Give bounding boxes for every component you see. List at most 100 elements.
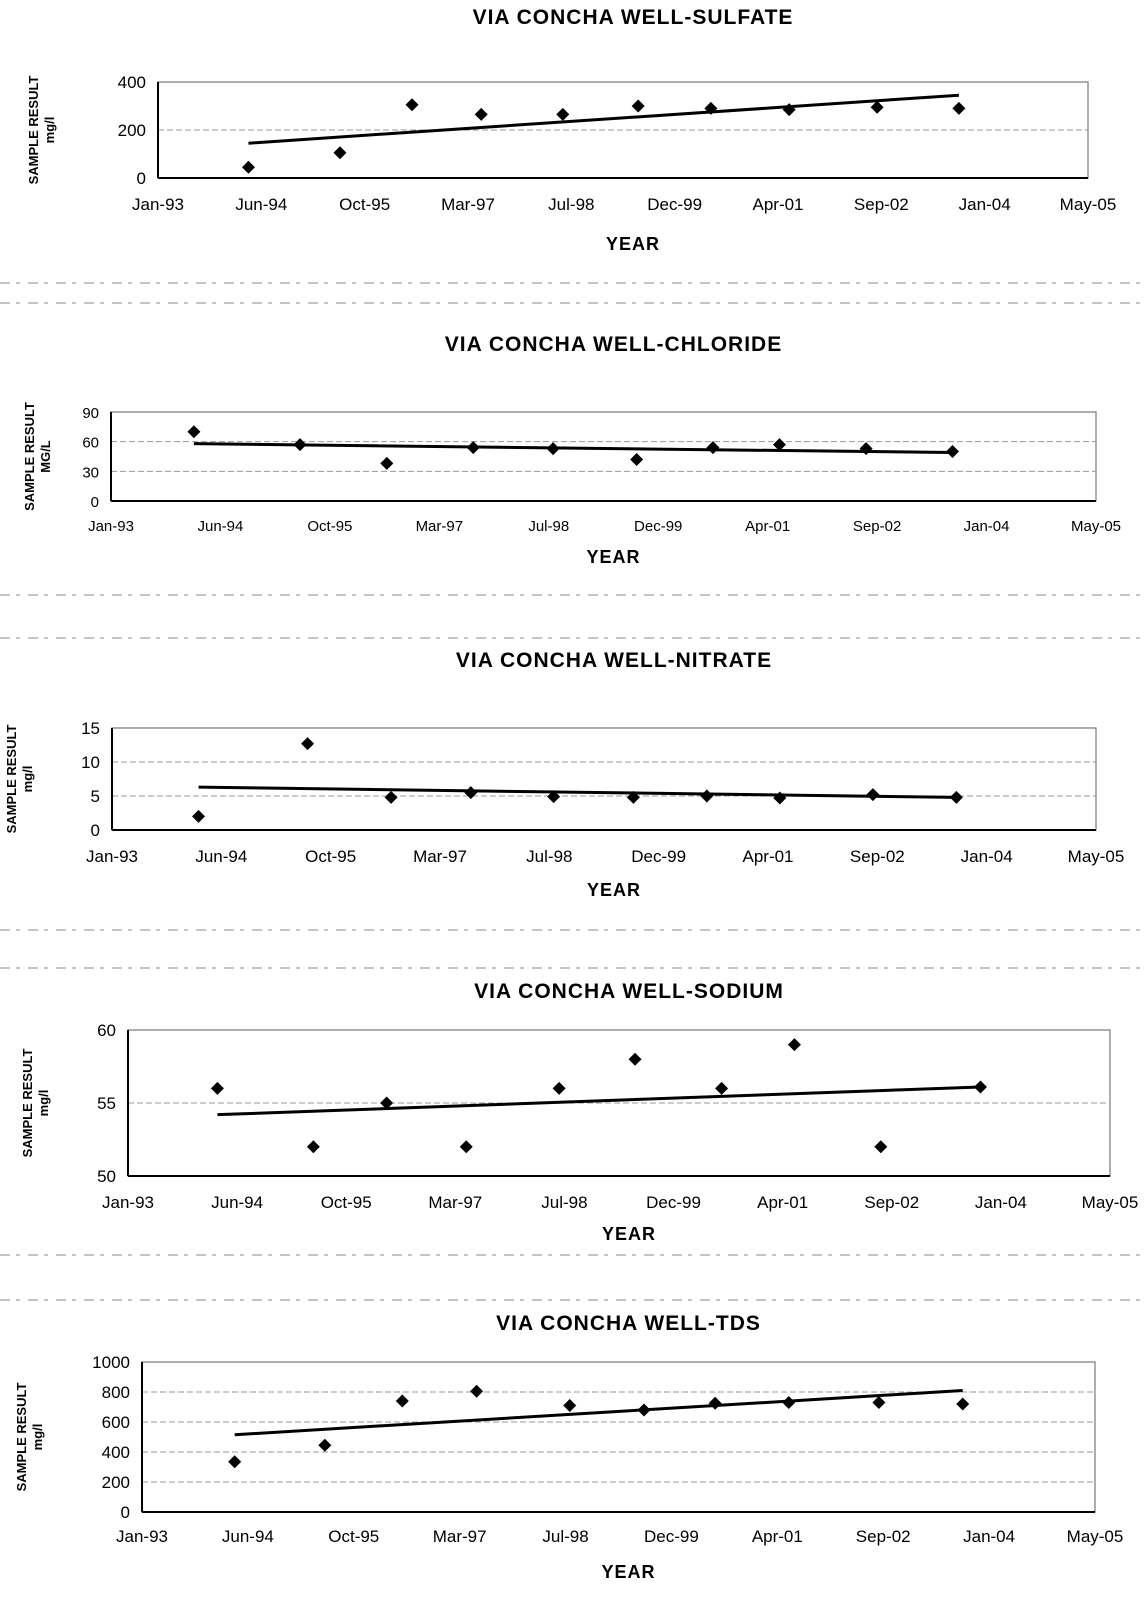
data-point xyxy=(772,438,786,452)
y-axis-label: SAMPLE RESULTmg/l xyxy=(14,1383,45,1492)
x-tick-label: May-05 xyxy=(1067,1527,1124,1546)
data-point xyxy=(395,1394,409,1408)
x-tick-label: Dec-99 xyxy=(646,1193,701,1212)
data-point xyxy=(628,1052,642,1066)
x-tick-label: Sep-02 xyxy=(856,1527,911,1546)
y-tick-label: 60 xyxy=(97,1021,116,1040)
data-point xyxy=(241,160,255,174)
data-point xyxy=(626,790,640,804)
chart-title: VIA CONCHA WELL-NITRATE xyxy=(456,649,772,672)
x-tick-label: Jun-94 xyxy=(222,1527,274,1546)
data-point xyxy=(192,809,206,823)
plot-area xyxy=(110,411,1097,502)
x-tick-label: Jan-93 xyxy=(102,1193,154,1212)
y-tick-label: 200 xyxy=(102,1473,130,1492)
trendline xyxy=(217,1085,981,1117)
data-point xyxy=(637,1403,651,1417)
x-tick-label: Jan-93 xyxy=(116,1527,168,1546)
data-point xyxy=(563,1399,577,1412)
x-tick-label: Oct-95 xyxy=(321,1193,372,1212)
chart-3: 0 5 10 15 Jan-93 Jun-94 Oct-95 Mar-97 Jul-98 Dec-… xyxy=(4,649,1124,900)
x-tick-label: Sep-02 xyxy=(854,195,909,214)
x-tick-label: Jan-04 xyxy=(959,195,1011,214)
data-point xyxy=(973,1080,987,1094)
data-point xyxy=(708,1396,722,1410)
x-tick-label: Apr-01 xyxy=(745,518,790,535)
data-point xyxy=(474,107,488,121)
data-point xyxy=(187,425,201,439)
data-point xyxy=(405,98,419,112)
y-tick-label: 50 xyxy=(97,1167,116,1186)
x-tick-label: May-05 xyxy=(1068,847,1125,866)
x-tick-label: Sep-02 xyxy=(853,518,901,535)
x-tick-label: Mar-97 xyxy=(433,1527,487,1546)
x-tick-label: Apr-01 xyxy=(742,847,793,866)
data-point xyxy=(631,99,645,113)
chart-4: 50 55 60 Jan-93 Jun-94 Oct-95 Mar-97 Jul-98 Dec-… xyxy=(20,980,1138,1244)
y-tick-label: 90 xyxy=(82,405,99,422)
y-tick-label: 1000 xyxy=(92,1353,130,1372)
x-tick-label: Jul-98 xyxy=(526,847,572,866)
x-tick-label: Mar-97 xyxy=(441,195,495,214)
plot-area xyxy=(141,1361,1096,1513)
trendline xyxy=(193,442,953,455)
data-point xyxy=(956,1397,970,1411)
data-point xyxy=(333,146,347,160)
x-tick-label: Apr-01 xyxy=(752,195,803,214)
data-point xyxy=(946,445,960,459)
data-point xyxy=(380,1096,394,1110)
data-point xyxy=(630,452,644,466)
x-tick-label: Sep-02 xyxy=(864,1193,919,1212)
x-tick-label: Dec-99 xyxy=(634,518,682,535)
data-point xyxy=(301,737,315,751)
trendline xyxy=(248,93,960,145)
y-axis-label: SAMPLE RESULTMG/L xyxy=(22,402,53,511)
x-tick-label: Jun-94 xyxy=(235,195,287,214)
x-tick-label: Jun-94 xyxy=(211,1193,263,1212)
data-point xyxy=(552,1081,566,1095)
x-tick-label: Jan-04 xyxy=(961,847,1013,866)
data-point xyxy=(459,1140,473,1154)
chart-2: 0 30 60 90 Jan-93 Jun-94 Oct-95 Mar-97 Jul-98 Dec… xyxy=(22,333,1121,567)
x-tick-label: Jul-98 xyxy=(548,195,594,214)
data-point xyxy=(773,791,787,805)
x-tick-label: Dec-99 xyxy=(644,1527,699,1546)
x-tick-label: Jul-98 xyxy=(542,1527,588,1546)
x-tick-label: May-05 xyxy=(1060,195,1117,214)
chart-5: 0 200 400 600 800 1000 Jan-93 Jun-94 Oct-95 Mar-9… xyxy=(14,1312,1123,1582)
x-tick-label: Jan-93 xyxy=(86,847,138,866)
x-tick-label: Oct-95 xyxy=(307,518,352,535)
data-point xyxy=(866,788,880,802)
data-point xyxy=(715,1081,729,1095)
data-point xyxy=(318,1438,332,1452)
data-point xyxy=(782,103,796,117)
data-point xyxy=(859,442,873,456)
data-point xyxy=(872,1396,886,1409)
x-axis-label: YEAR xyxy=(587,880,641,900)
data-point xyxy=(787,1038,801,1052)
data-point xyxy=(306,1140,320,1154)
y-tick-label: 5 xyxy=(91,787,100,806)
x-axis-label: YEAR xyxy=(602,1224,656,1244)
y-tick-label: 0 xyxy=(91,821,100,840)
data-point xyxy=(952,101,966,115)
chart-1: 0 200 400 Jan-93 Jun-94 Oct-95 Mar-97 Jul-98 Dec… xyxy=(26,6,1116,254)
y-axis-label: SAMPLE RESULTmg/l xyxy=(4,725,35,834)
x-axis-label: YEAR xyxy=(606,234,660,254)
x-tick-label: Sep-02 xyxy=(850,847,905,866)
y-tick-label: 0 xyxy=(137,169,146,188)
y-axis-label: SAMPLE RESULTmg/l xyxy=(26,76,57,185)
data-point xyxy=(547,790,561,804)
data-point xyxy=(704,101,718,115)
data-point xyxy=(228,1455,242,1469)
data-point xyxy=(870,100,884,114)
data-point xyxy=(949,790,963,804)
data-point xyxy=(384,790,398,804)
y-tick-label: 15 xyxy=(81,719,100,738)
chart-title: VIA CONCHA WELL-SULFATE xyxy=(473,6,794,29)
x-tick-label: May-05 xyxy=(1082,1193,1139,1212)
x-tick-label: Apr-01 xyxy=(752,1527,803,1546)
x-tick-label: Jun-94 xyxy=(195,847,247,866)
x-tick-label: Oct-95 xyxy=(339,195,390,214)
